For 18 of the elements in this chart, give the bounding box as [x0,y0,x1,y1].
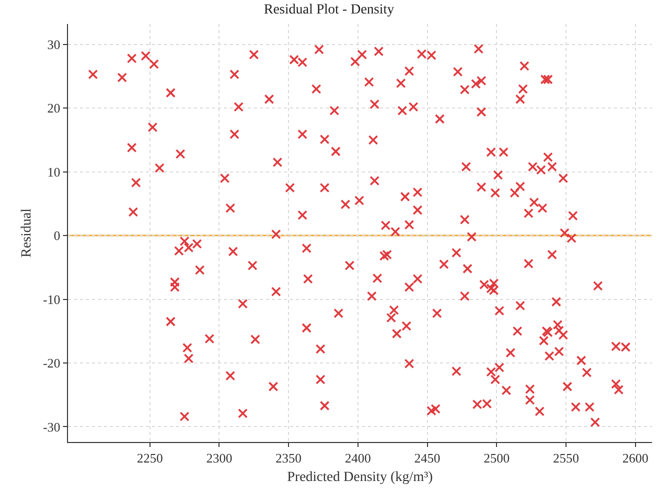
x-tick-label: 2450 [414,450,440,466]
x-tick-label: 2600 [622,450,648,466]
y-tick-label: 0 [54,228,60,244]
y-tick-label: 10 [47,164,60,180]
y-tick-label: -10 [42,292,60,307]
x-tick-label: 2300 [206,450,232,466]
x-tick-label: 2350 [276,450,302,466]
x-axis-title: Predicted Density (kg/m³) [287,470,434,485]
y-axis-title: Residual [20,208,35,258]
x-tick-label: 2250 [136,450,163,466]
y-tick-label: 20 [47,100,60,116]
chart-title: Residual Plot - Density [264,2,394,18]
y-tick-label: 30 [47,36,60,52]
x-tick-label: 2500 [484,450,510,466]
x-tick-label: 2400 [344,450,371,466]
y-tick-label: -20 [42,356,60,371]
y-tick-label: -30 [42,419,60,434]
x-tick-label: 2550 [553,450,579,466]
